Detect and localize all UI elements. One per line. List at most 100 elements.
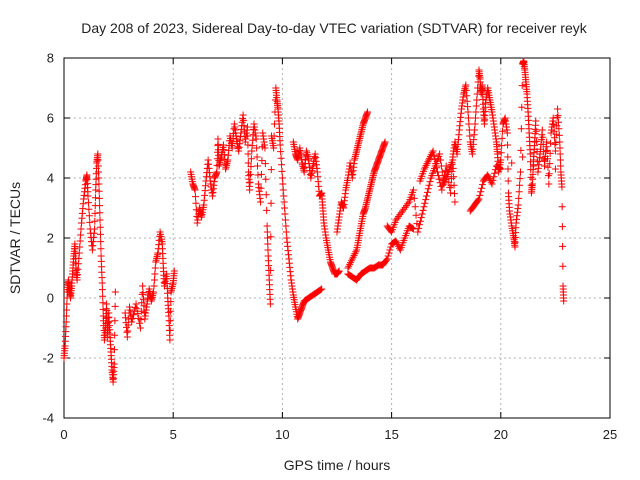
data-point xyxy=(150,288,158,296)
data-point xyxy=(474,196,482,204)
data-point xyxy=(264,240,272,248)
data-point xyxy=(383,255,391,263)
data-point xyxy=(350,251,358,259)
data-point xyxy=(103,300,111,308)
data-point xyxy=(278,161,286,169)
data-point xyxy=(111,317,119,325)
y-tick-label: 2 xyxy=(47,231,54,246)
data-point xyxy=(381,138,389,146)
data-point xyxy=(392,237,400,245)
data-point xyxy=(426,154,434,162)
y-tick-label: 6 xyxy=(47,111,54,126)
data-point xyxy=(556,150,564,158)
data-point xyxy=(267,166,275,174)
data-point xyxy=(137,316,145,324)
data-point xyxy=(421,163,429,171)
data-point xyxy=(95,194,103,202)
data-point xyxy=(437,156,445,164)
data-point xyxy=(393,239,401,247)
data-point xyxy=(316,286,324,294)
data-point xyxy=(318,285,326,293)
data-point xyxy=(77,225,85,233)
data-point xyxy=(435,175,443,183)
data-point xyxy=(487,178,495,186)
data-point xyxy=(514,201,522,209)
data-point xyxy=(257,184,265,192)
data-point xyxy=(426,152,434,160)
data-point xyxy=(416,217,424,225)
data-point xyxy=(488,180,496,188)
data-point xyxy=(264,234,272,242)
data-point xyxy=(519,153,527,161)
data-point xyxy=(554,105,562,113)
x-tick-label: 10 xyxy=(275,427,289,442)
data-point xyxy=(258,157,266,165)
data-point xyxy=(544,163,552,171)
data-point xyxy=(76,243,84,251)
data-point xyxy=(384,252,392,260)
data-point xyxy=(270,144,278,152)
data-point xyxy=(111,331,119,339)
data-point xyxy=(253,144,261,152)
data-point xyxy=(552,139,560,147)
data-point xyxy=(257,170,265,178)
data-point xyxy=(351,250,359,258)
data-point xyxy=(191,186,199,194)
data-point xyxy=(111,288,119,296)
y-axis-title: SDTVAR / TECUs xyxy=(7,182,23,294)
data-point xyxy=(559,242,567,250)
data-point xyxy=(504,177,512,185)
data-point xyxy=(98,286,106,294)
data-point xyxy=(94,150,102,158)
data-point xyxy=(449,164,457,172)
data-point xyxy=(348,255,356,263)
data-point xyxy=(86,218,94,226)
data-point xyxy=(124,321,132,329)
data-point xyxy=(516,175,524,183)
data-point xyxy=(471,114,479,122)
data-point xyxy=(423,188,431,196)
data-point xyxy=(94,162,102,170)
data-point xyxy=(244,132,252,140)
data-point xyxy=(99,305,107,313)
data-point xyxy=(267,199,275,207)
data-point xyxy=(409,225,417,233)
data-point xyxy=(278,167,286,175)
data-point xyxy=(139,289,147,297)
data-point xyxy=(335,267,343,275)
data-point xyxy=(420,203,428,211)
grid-lines xyxy=(64,58,610,418)
data-point xyxy=(533,137,541,145)
data-point xyxy=(246,186,254,194)
data-point xyxy=(98,279,106,287)
data-point xyxy=(447,189,455,197)
data-point xyxy=(75,249,83,257)
data-point xyxy=(485,175,493,183)
data-point xyxy=(191,193,199,201)
x-tick-label: 5 xyxy=(170,427,177,442)
x-tick-label: 0 xyxy=(60,427,67,442)
data-point xyxy=(490,173,498,181)
data-point xyxy=(282,228,290,236)
data-point xyxy=(347,259,355,267)
data-point xyxy=(532,117,540,125)
data-point xyxy=(394,241,402,249)
data-point xyxy=(166,317,174,325)
data-point xyxy=(91,225,99,233)
data-point xyxy=(497,156,505,164)
data-point xyxy=(555,125,563,133)
data-point xyxy=(473,96,481,104)
data-point xyxy=(558,183,566,191)
data-point xyxy=(192,199,200,207)
data-point xyxy=(551,147,559,155)
data-point xyxy=(431,155,439,163)
data-point xyxy=(539,133,547,141)
data-point xyxy=(515,188,523,196)
data-point xyxy=(422,196,430,204)
data-point xyxy=(387,243,395,251)
data-point xyxy=(345,262,353,270)
data-point xyxy=(166,326,174,334)
data-point xyxy=(440,176,448,184)
y-tick-label: 8 xyxy=(47,51,54,66)
data-point xyxy=(277,148,285,156)
